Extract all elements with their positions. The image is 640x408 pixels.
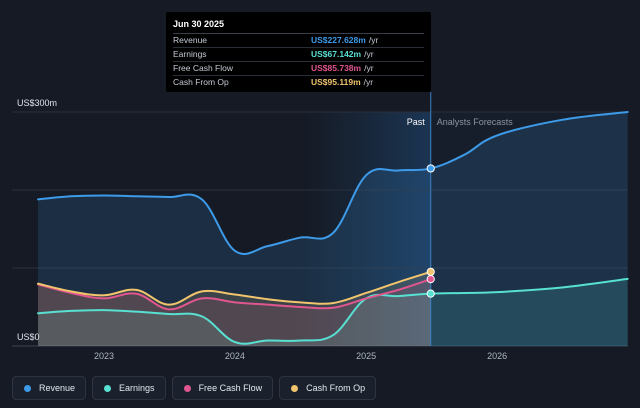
tooltip-label: Free Cash Flow [173,63,233,73]
x-tick-label: 2023 [94,351,114,361]
tooltip-row-free-cash-flow: Free Cash Flow US$85.738m /yr [173,62,424,76]
legend-item-earnings[interactable]: Earnings [92,376,166,400]
area-revenue [38,112,628,346]
past-band [299,112,431,346]
legend: Revenue Earnings Free Cash Flow Cash Fro… [12,376,377,400]
tooltip-unit: /yr [364,63,374,73]
x-tick-label: 2024 [225,351,245,361]
tooltip-value: US$67.142m [311,49,362,59]
x-tick-label: 2025 [356,351,376,361]
legend-label: Cash From Op [306,383,366,393]
y-axis-zero-label: US$0 [17,332,40,342]
tooltip-label: Cash From Op [173,77,229,87]
marker-earnings [426,289,435,298]
tooltip-value: US$95.119m [311,77,361,87]
legend-label: Earnings [119,383,155,393]
tooltip-value: US$85.738m [311,63,362,73]
line-cash-from-op [37,270,432,306]
tooltip-unit: /yr [368,35,379,45]
legend-dot [183,384,191,392]
tooltip-row-revenue: Revenue US$227.628m /yr [173,34,424,48]
line-free-cash-flow [37,278,432,311]
tooltip-row-earnings: Earnings US$67.142m /yr [173,48,424,62]
tooltip-unit: /yr [364,49,374,59]
legend-dot [291,384,299,392]
legend-label: Revenue [39,383,76,393]
tooltip-label: Revenue [173,35,208,45]
legend-dot [24,384,31,392]
legend-dot [104,384,112,392]
tooltip: Jun 30 2025 Revenue US$227.628m /yr Earn… [166,12,431,92]
forecast-label: Analysts Forecasts [437,117,514,127]
legend-label: Free Cash Flow [198,383,263,393]
y-axis-top-label: US$300m [17,98,57,108]
line-earnings [37,277,629,345]
forecast-region [430,112,628,346]
marker-revenue [426,164,435,173]
tooltip-row-cash-from-op: Cash From Op US$95.119m /yr [173,76,424,89]
past-label: Past [407,117,426,127]
tooltip-unit: /yr [363,77,374,87]
tooltip-date: Jun 30 2025 [173,18,424,34]
line-revenue [37,111,629,255]
area-free-cash-flow [38,279,431,346]
area-earnings [38,278,628,346]
marker-cash-from-op [426,267,435,276]
legend-item-revenue[interactable]: Revenue [12,376,87,400]
legend-item-free-cash-flow[interactable]: Free Cash Flow [171,376,274,400]
tooltip-label: Earnings [173,49,207,59]
marker-free-cash-flow [426,275,435,284]
legend-item-cash-from-op[interactable]: Cash From Op [279,376,377,400]
x-tick-label: 2026 [487,351,507,361]
tooltip-value: US$227.628m [311,35,366,45]
